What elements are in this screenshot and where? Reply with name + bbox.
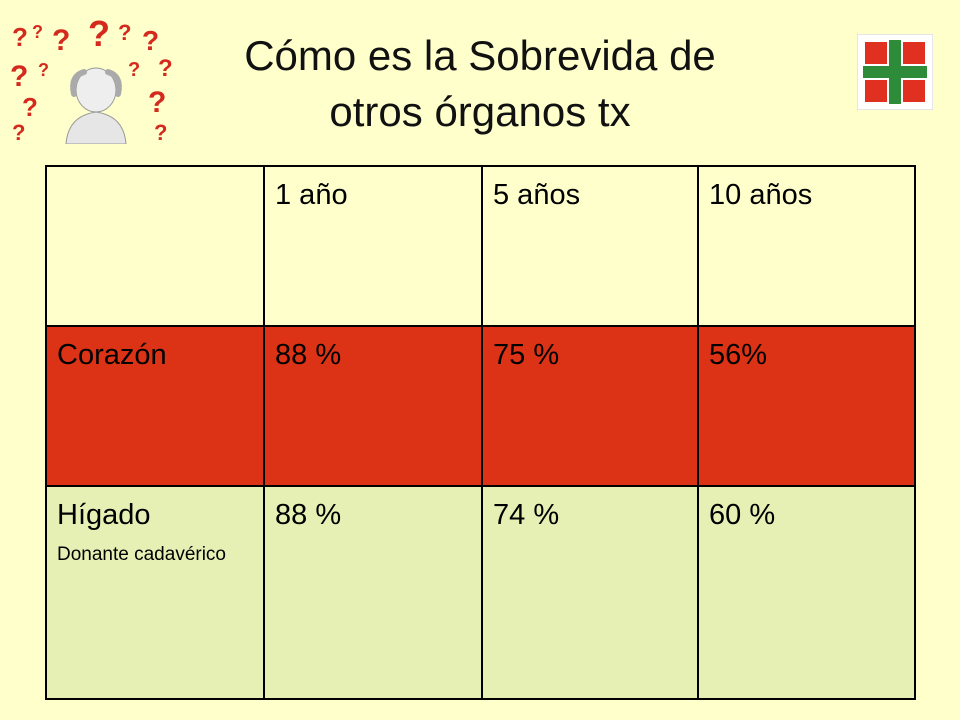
confused-person-image: ? ? ? ? ? ? ? ? ? ? ? ? ? ? [10, 16, 173, 144]
svg-text:?: ? [12, 22, 28, 52]
table-row-heart: Corazón 88 % 75 % 56% [45, 325, 916, 487]
svg-text:?: ? [118, 20, 131, 45]
table-cell: 74 % [481, 485, 699, 700]
svg-text:?: ? [32, 22, 43, 42]
survival-table: 1 año 5 años 10 años Corazón 88 % 75 % 5… [45, 165, 916, 700]
svg-text:?: ? [148, 86, 166, 119]
svg-text:?: ? [128, 59, 140, 81]
table-cell: 60 % [697, 485, 916, 700]
table-cell: 56% [697, 325, 916, 487]
table-cell: 88 % [263, 325, 483, 487]
header-cell-5-years: 5 años [481, 165, 699, 327]
table-header-row: 1 año 5 años 10 años [45, 165, 916, 327]
row-label-liver: Hígado Donante cadavérico [45, 485, 265, 700]
header-cell-empty [45, 165, 265, 327]
svg-text:?: ? [88, 16, 110, 54]
title-line-2: otros órganos tx [329, 88, 631, 135]
title-line-1: Cómo es la Sobrevida de [244, 32, 716, 79]
svg-text:?: ? [10, 60, 28, 93]
svg-text:?: ? [142, 25, 159, 56]
svg-text:?: ? [22, 92, 38, 122]
svg-text:?: ? [38, 60, 49, 80]
table-cell: 75 % [481, 325, 699, 487]
organ-name: Hígado [57, 499, 151, 531]
page-title: Cómo es la Sobrevida de otros órganos tx [170, 28, 790, 140]
table-row-liver: Hígado Donante cadavérico 88 % 74 % 60 % [45, 485, 916, 700]
svg-text:?: ? [52, 24, 70, 57]
organ-note: Donante cadavérico [57, 544, 226, 565]
row-label-heart: Corazón [45, 325, 265, 487]
table-cell: 88 % [263, 485, 483, 700]
cross-logo-icon [857, 34, 933, 110]
header-cell-10-years: 10 años [697, 165, 916, 327]
organ-name: Corazón [57, 339, 167, 371]
svg-text:?: ? [12, 120, 25, 144]
header-cell-1-year: 1 año [263, 165, 483, 327]
svg-text:?: ? [154, 120, 167, 144]
svg-text:?: ? [158, 55, 173, 82]
